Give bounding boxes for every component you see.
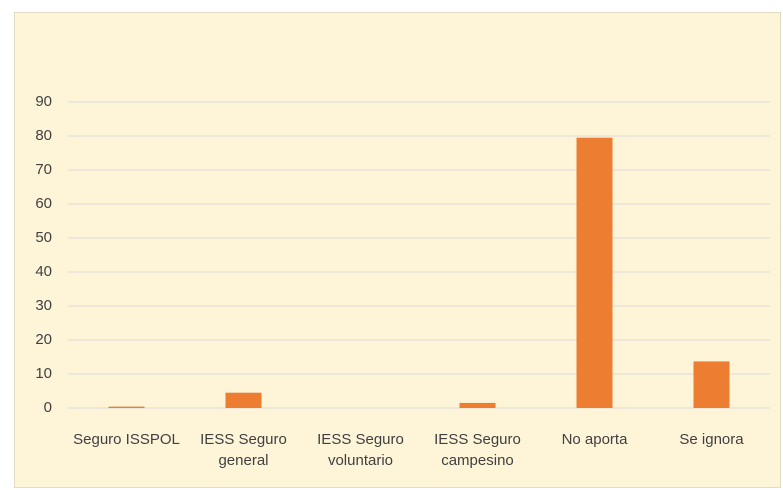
- bar: [459, 402, 496, 408]
- x-tick-label: IESS Seguro campesino: [434, 431, 521, 469]
- y-tick-label: 20: [35, 331, 52, 348]
- y-tick-label: 40: [35, 263, 52, 280]
- y-tick-label: 60: [35, 195, 52, 212]
- x-tick-label: IESS Seguro general: [200, 431, 287, 469]
- bar: [225, 392, 262, 408]
- x-tick-label: Se ignora: [679, 431, 744, 448]
- bar: [576, 137, 613, 408]
- x-tick-label: IESS Seguro voluntario: [317, 431, 404, 469]
- bar: [108, 406, 145, 408]
- chart-background: [14, 12, 781, 488]
- y-tick-label: 80: [35, 127, 52, 144]
- y-tick-label: 50: [35, 229, 52, 246]
- y-tick-label: 0: [44, 399, 52, 416]
- bar: [693, 361, 730, 408]
- x-tick-label: No aporta: [561, 431, 628, 448]
- y-tick-label: 10: [35, 365, 52, 382]
- y-tick-label: 90: [35, 93, 52, 110]
- y-tick-label: 30: [35, 297, 52, 314]
- y-tick-label: 70: [35, 161, 52, 178]
- x-tick-label: Seguro ISSPOL: [73, 431, 180, 448]
